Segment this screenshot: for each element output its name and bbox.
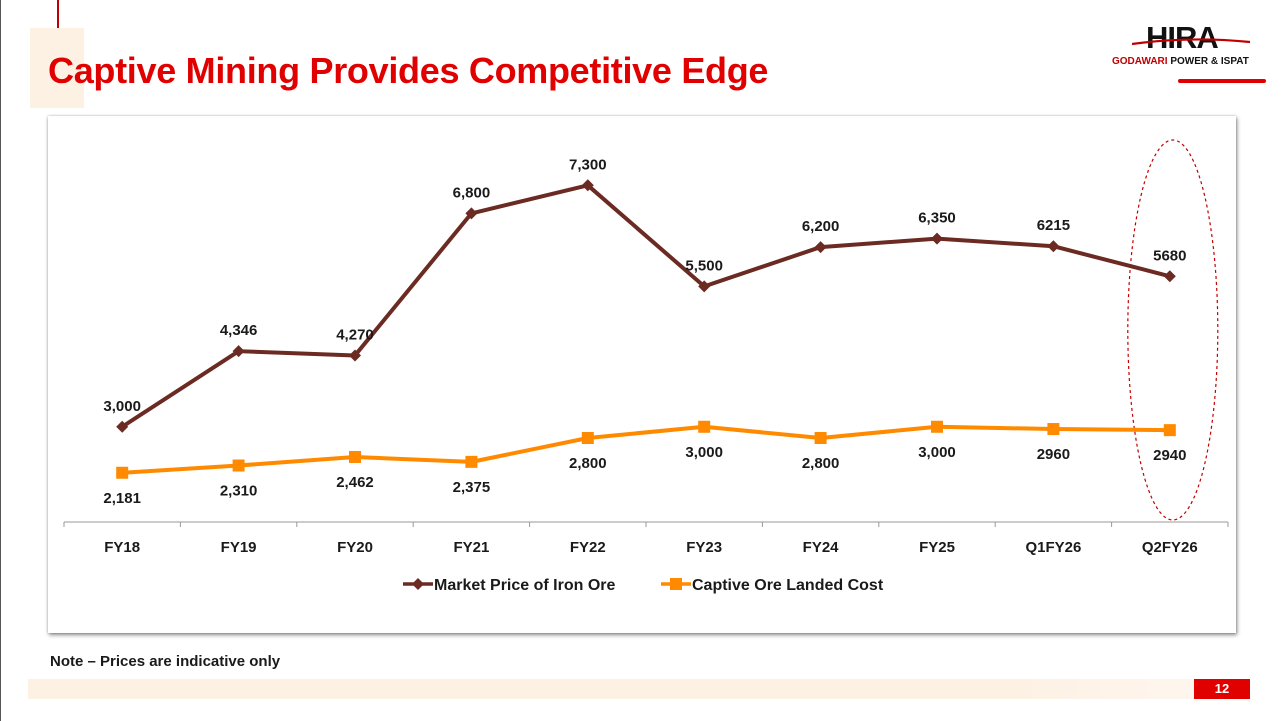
series-line-market-price-of-iron-ore xyxy=(121,183,1171,429)
market-price-label-fy18: 3,000 xyxy=(103,398,141,415)
legend-label-captive: Captive Ore Landed Cost xyxy=(692,577,884,594)
x-tick-label-fy25: FY25 xyxy=(919,539,955,556)
x-tick-label-q1fy26: Q1FY26 xyxy=(1025,539,1081,556)
market-price-point-fy24 xyxy=(814,241,827,254)
captive-cost-point-fy23 xyxy=(698,420,711,433)
top-accent-tick xyxy=(57,0,59,28)
company-logo: HIRA GODAWARI POWER & ISPAT xyxy=(1108,18,1270,88)
x-tick-label-fy23: FY23 xyxy=(686,539,722,556)
captive-cost-point-fy21 xyxy=(465,455,478,468)
market-price-point-fy21 xyxy=(465,207,478,220)
x-tick-label-fy18: FY18 xyxy=(104,539,140,556)
market-price-point-fy25 xyxy=(931,232,943,245)
market-price-label-fy25: 6,350 xyxy=(918,210,956,227)
logo-wordmark: HIRA xyxy=(1146,20,1219,55)
logo-subtitle-red: GODAWARI xyxy=(1112,56,1168,67)
captive-cost-label-q2fy26: 2940 xyxy=(1153,447,1186,464)
slide-title: Captive Mining Provides Competitive Edge xyxy=(48,50,769,91)
captive-cost-point-fy18 xyxy=(116,466,129,479)
market-price-label-fy19: 4,346 xyxy=(220,322,258,339)
captive-cost-point-q2fy26 xyxy=(1163,424,1176,437)
slide-left-border xyxy=(0,0,1,721)
footer-band xyxy=(28,679,1194,699)
market-price-point-fy18 xyxy=(116,420,129,433)
market-price-point-fy20 xyxy=(349,349,361,362)
market-price-label-q2fy26: 5680 xyxy=(1153,247,1186,264)
captive-cost-label-fy21: 2,375 xyxy=(453,479,491,496)
market-price-label-fy20: 4,270 xyxy=(336,326,374,343)
market-price-label-fy23: 5,500 xyxy=(685,257,723,274)
market-price-point-q1fy26 xyxy=(1047,240,1060,253)
logo-underline-bar xyxy=(1178,79,1266,83)
x-tick-label-q2fy26: Q2FY26 xyxy=(1142,539,1198,556)
captive-cost-point-fy20 xyxy=(349,450,361,463)
market-price-point-fy22 xyxy=(581,179,594,192)
x-tick-label-fy22: FY22 xyxy=(570,539,606,556)
market-price-label-fy24: 6,200 xyxy=(802,218,840,235)
chart-panel: FY18 FY19 FY20 FY21 FY22 FY23 FY24 FY25 Q1FY26 Q2… xyxy=(48,116,1236,633)
market-price-point-fy23 xyxy=(698,280,711,293)
logo-swoosh-icon xyxy=(1132,38,1250,46)
captive-cost-point-q1fy26 xyxy=(1047,423,1060,436)
market-price-label-q1fy26: 6215 xyxy=(1037,217,1070,234)
legend-marker-market xyxy=(412,578,424,590)
x-tick-label-fy20: FY20 xyxy=(337,539,373,556)
x-tick-label-fy19: FY19 xyxy=(221,539,257,556)
logo-subtitle: GODAWARI POWER & ISPAT xyxy=(1112,56,1249,67)
legend-label-market: Market Price of Iron Ore xyxy=(434,577,615,594)
captive-cost-label-fy23: 3,000 xyxy=(685,444,723,461)
captive-cost-label-fy25: 3,000 xyxy=(918,444,956,461)
market-price-point-fy19 xyxy=(232,345,245,358)
captive-cost-label-q1fy26: 2960 xyxy=(1037,446,1070,463)
captive-cost-point-fy25 xyxy=(931,420,943,433)
captive-cost-label-fy22: 2,800 xyxy=(569,455,607,472)
captive-cost-point-fy19 xyxy=(232,459,245,472)
x-tick-label-fy24: FY24 xyxy=(803,539,840,556)
captive-cost-label-fy19: 2,310 xyxy=(220,483,258,500)
highlight-ellipse xyxy=(1127,139,1219,521)
footnote: Note – Prices are indicative only xyxy=(50,653,281,670)
series-line-captive-ore-landed-cost xyxy=(122,424,1170,475)
line-chart: FY18 FY19 FY20 FY21 FY22 FY23 FY24 FY25 Q1FY26 Q2… xyxy=(63,139,1229,594)
captive-cost-point-fy22 xyxy=(581,432,594,444)
market-price-point-q2fy26 xyxy=(1163,270,1176,283)
title-accent-block xyxy=(30,28,84,108)
page-number: 12 xyxy=(1194,679,1250,699)
x-tick-label-fy21: FY21 xyxy=(453,539,489,556)
captive-cost-label-fy20: 2,462 xyxy=(336,474,374,491)
captive-cost-label-fy24: 2,800 xyxy=(802,455,840,472)
captive-cost-label-fy18: 2,181 xyxy=(103,490,141,507)
legend-marker-captive xyxy=(670,578,682,590)
market-price-label-fy21: 6,800 xyxy=(453,184,491,201)
captive-cost-point-fy24 xyxy=(814,432,827,444)
logo-subtitle-black: POWER & ISPAT xyxy=(1170,56,1249,67)
market-price-label-fy22: 7,300 xyxy=(569,156,607,173)
